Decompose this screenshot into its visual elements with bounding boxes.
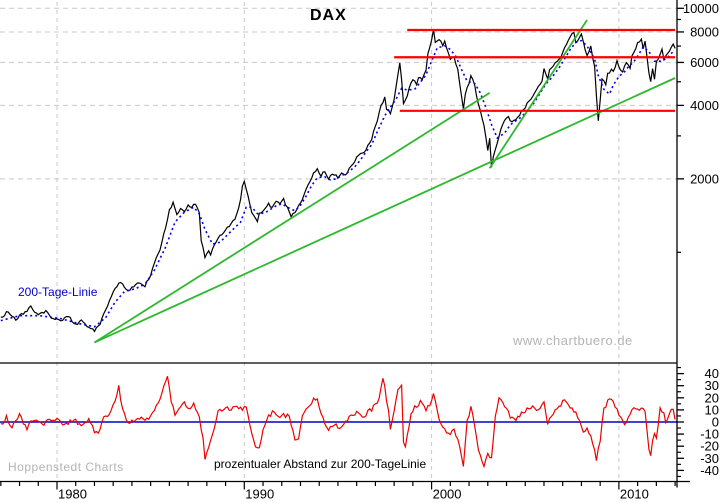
y-tick-label: 10 xyxy=(705,402,719,417)
x-tick-label: 1980 xyxy=(58,487,87,502)
y-tick-label: 0 xyxy=(712,415,719,430)
oscillator-label: prozentualer Abstand zur 200-TageLinie xyxy=(214,457,427,471)
trendlines xyxy=(93,19,676,344)
y-tick-label: 6000 xyxy=(690,55,719,70)
y-tick-label: 10000 xyxy=(683,1,719,16)
y-tick-label: 20 xyxy=(705,390,719,405)
y-tick-label: 4000 xyxy=(690,98,719,113)
resistance-lines xyxy=(394,28,676,112)
y-tick-label: 30 xyxy=(705,378,719,393)
gridlines xyxy=(0,2,677,482)
brand-label: Hoppenstedt Charts xyxy=(8,460,124,474)
y-tick-label: 40 xyxy=(705,366,719,381)
y-tick-label: -10 xyxy=(700,427,719,442)
x-axis: 1980 1990 2000 2010 xyxy=(0,481,676,502)
x-tick-label: 1990 xyxy=(245,487,274,502)
price-series xyxy=(0,29,676,333)
axes xyxy=(0,0,690,488)
oscillator-series xyxy=(0,376,676,469)
y-axis-main: 10000 8000 6000 4000 2000 xyxy=(677,1,719,253)
ma200-series xyxy=(0,39,676,328)
y-tick-label: -30 xyxy=(700,451,719,466)
y-tick-label: 8000 xyxy=(690,24,719,39)
y-tick-label: -20 xyxy=(700,439,719,454)
ma200-label: 200-Tage-Linie xyxy=(18,285,98,299)
watermark: www.chartbuero.de xyxy=(513,333,633,348)
y-tick-label: -40 xyxy=(700,463,719,478)
y-tick-label: 2000 xyxy=(690,171,719,186)
x-tick-label: 2010 xyxy=(620,487,649,502)
chart-title: DAX xyxy=(310,7,347,24)
x-tick-label: 2000 xyxy=(433,487,462,502)
